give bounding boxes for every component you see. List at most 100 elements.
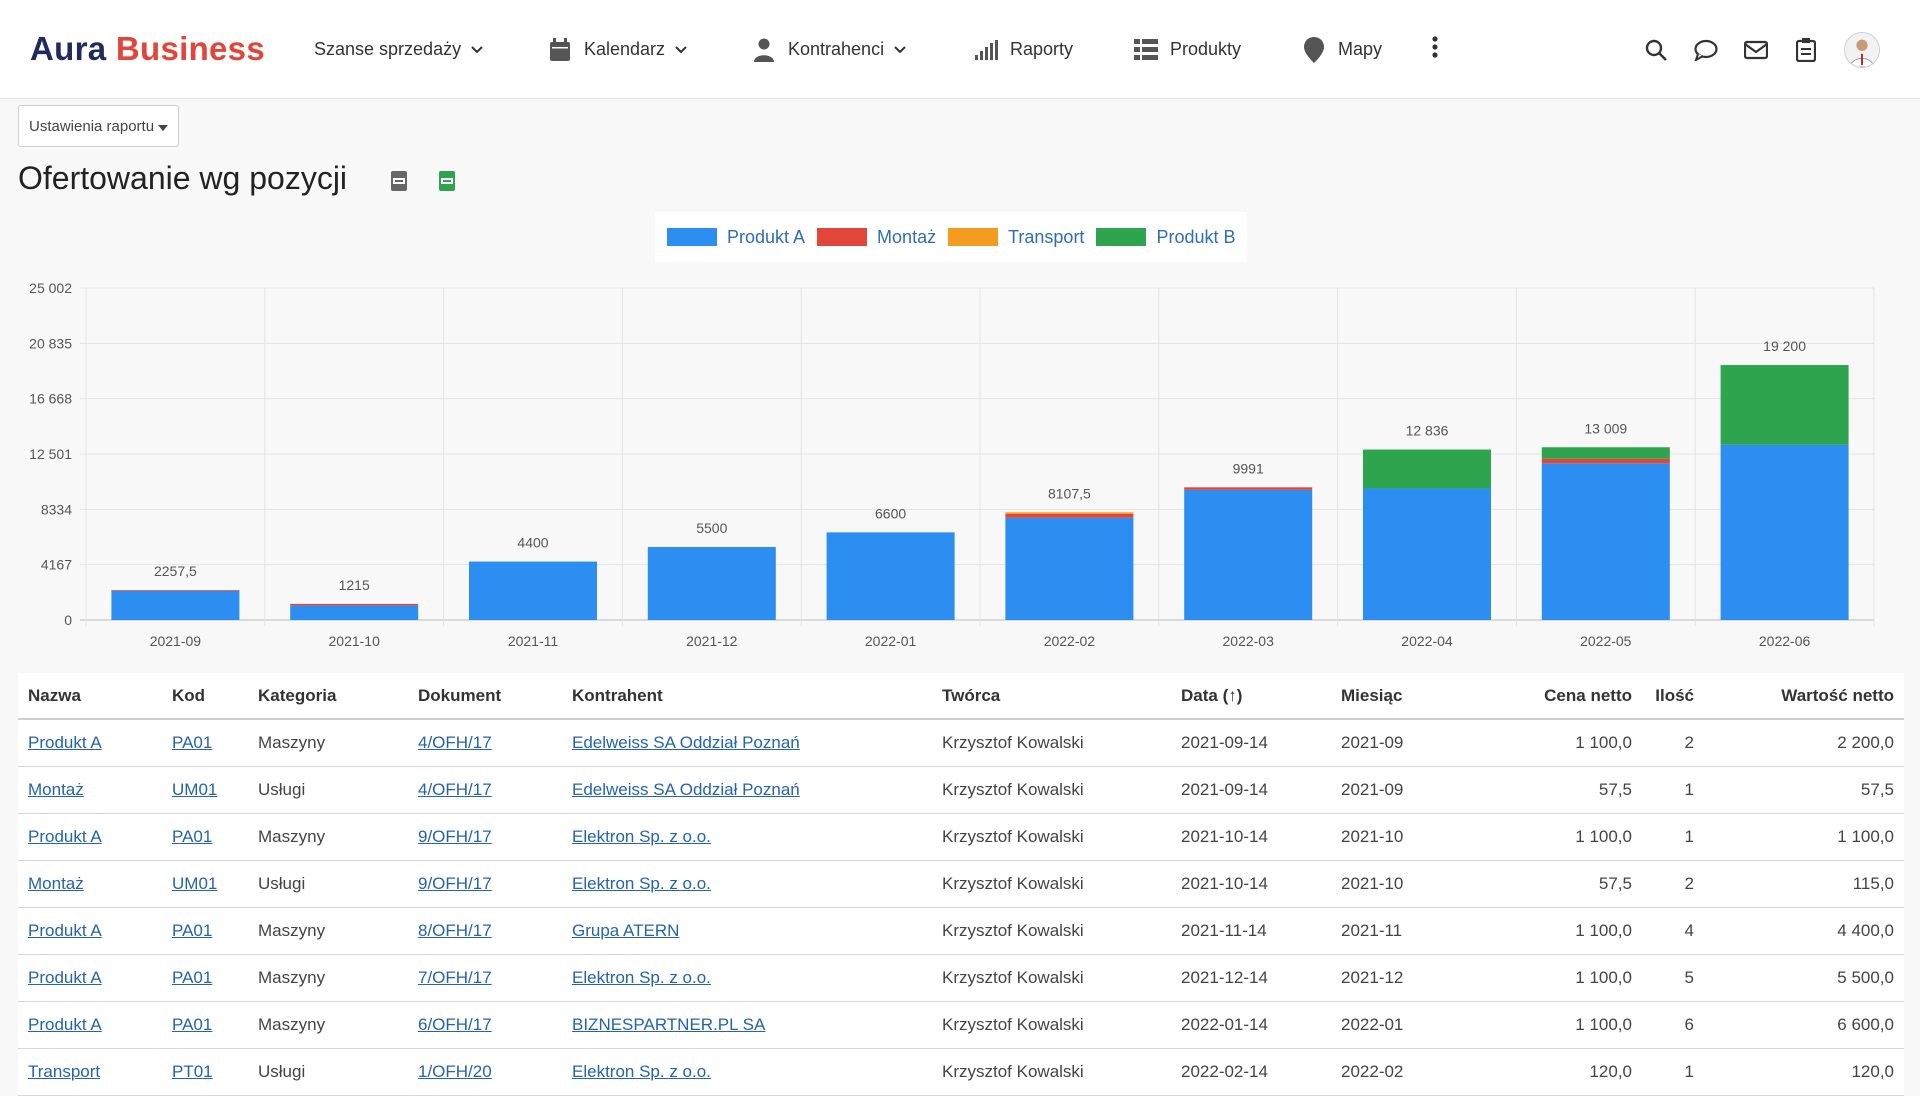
document-link[interactable]: 4/OFH/17 xyxy=(418,733,492,752)
mail-icon[interactable] xyxy=(1744,38,1768,62)
product-name-link[interactable]: Transport xyxy=(28,1062,101,1081)
contractor-link[interactable]: Elektron Sp. z o.o. xyxy=(572,968,711,987)
date-cell: 2021-10-14 xyxy=(1181,874,1268,893)
column-header-kod[interactable]: Kod xyxy=(172,685,206,705)
column-header-tworca[interactable]: Twórca xyxy=(942,685,1001,705)
contractor-link[interactable]: BIZNESPARTNER.PL SA xyxy=(572,1015,766,1034)
net-price-cell: 1 100,0 xyxy=(1575,827,1632,846)
nav-item-raporty[interactable]: Raporty xyxy=(974,0,1073,99)
contractor-link[interactable]: Elektron Sp. z o.o. xyxy=(572,827,711,846)
date-cell: 2022-01-14 xyxy=(1181,1015,1268,1034)
legend-swatch xyxy=(667,228,717,246)
document-link[interactable]: 9/OFH/17 xyxy=(418,874,492,893)
search-icon[interactable] xyxy=(1644,38,1668,62)
nav-item-produkty[interactable]: Produkty xyxy=(1134,0,1241,99)
column-header-miesiac[interactable]: Miesiąc xyxy=(1341,685,1403,705)
quantity-cell: 1 xyxy=(1684,780,1694,799)
net-value-cell: 115,0 xyxy=(1852,874,1894,893)
quantity-cell: 1 xyxy=(1684,827,1694,846)
product-name-link[interactable]: Produkt A xyxy=(28,968,102,987)
product-code-link[interactable]: PA01 xyxy=(172,733,213,752)
category-cell: Usługi xyxy=(258,780,306,799)
product-code-link[interactable]: PA01 xyxy=(172,1015,213,1034)
xls-export-icon[interactable] xyxy=(436,170,458,192)
more-menu-button[interactable] xyxy=(1432,0,1438,99)
table-row: Montaż UM01 Usługi 9/OFH/17 Elektron Sp. z o… xyxy=(18,861,1904,908)
bar-total-label: 13 009 xyxy=(1584,420,1627,436)
bar-segment-produkt-a xyxy=(1720,444,1849,620)
document-link[interactable]: 1/OFH/20 xyxy=(418,1062,492,1081)
document-link[interactable]: 7/OFH/17 xyxy=(418,968,492,987)
csv-export-icon[interactable] xyxy=(388,170,410,192)
caret-down-icon xyxy=(158,118,169,135)
month-cell: 2022-02 xyxy=(1341,1062,1404,1081)
legend-item-montaz[interactable]: Montaż xyxy=(817,227,936,248)
category-cell: Maszyny xyxy=(258,827,326,846)
product-name-link[interactable]: Produkt A xyxy=(28,921,102,940)
column-header-data[interactable]: Data (↑) xyxy=(1181,685,1243,705)
bar-segment-monta- xyxy=(111,590,240,591)
product-code-link[interactable]: UM01 xyxy=(172,780,218,799)
date-cell: 2021-09-14 xyxy=(1181,780,1268,799)
bar-total-label: 5500 xyxy=(696,520,727,536)
product-name-link[interactable]: Produkt A xyxy=(28,1015,102,1034)
document-link[interactable]: 8/OFH/17 xyxy=(418,921,492,940)
bar-signal-icon xyxy=(974,38,998,62)
product-name-link[interactable]: Produkt A xyxy=(28,827,102,846)
column-header-dokument[interactable]: Dokument xyxy=(418,685,502,705)
product-code-link[interactable]: UM01 xyxy=(172,874,218,893)
document-link[interactable]: 4/OFH/17 xyxy=(418,780,492,799)
table-row: Produkt A PA01 Maszyny 7/OFH/17 Elektron Sp.… xyxy=(18,955,1904,1002)
chat-icon[interactable] xyxy=(1694,38,1718,62)
legend-item-produkt-a[interactable]: Produkt A xyxy=(667,227,805,248)
legend-item-produkt-b[interactable]: Produkt B xyxy=(1096,227,1235,248)
bar-segment-produkt-a xyxy=(1184,489,1313,620)
creator-cell: Krzysztof Kowalski xyxy=(942,1062,1084,1081)
column-header-kontrahent[interactable]: Kontrahent xyxy=(572,685,663,705)
product-name-link[interactable]: Montaż xyxy=(28,874,84,893)
legend-label: Produkt A xyxy=(727,226,806,247)
stacked-bar-chart: 0 4167 8334 12 501 16 668 20 835 25 002 2257,5 2… xyxy=(29,280,1875,649)
nav-item-kontrahenci[interactable]: Kontrahenci xyxy=(752,0,906,99)
product-name-link[interactable]: Produkt A xyxy=(28,733,102,752)
net-value-cell: 2 200,0 xyxy=(1837,733,1894,752)
report-settings-dropdown[interactable]: Ustawienia raportu xyxy=(18,105,180,147)
column-header-kategoria[interactable]: Kategoria xyxy=(258,685,337,705)
contractor-link[interactable]: Elektron Sp. z o.o. xyxy=(572,874,711,893)
legend-swatch xyxy=(948,228,999,246)
column-header-cena-netto[interactable]: Cena netto xyxy=(1544,685,1632,705)
creator-cell: Krzysztof Kowalski xyxy=(942,827,1084,846)
document-link[interactable]: 9/OFH/17 xyxy=(418,827,492,846)
nav-item-szanse[interactable]: Szanse sprzedaży xyxy=(314,0,483,99)
legend-item-transport[interactable]: Transport xyxy=(948,227,1084,248)
avatar[interactable] xyxy=(1844,31,1880,68)
contractor-link[interactable]: Elektron Sp. z o.o. xyxy=(572,1062,711,1081)
nav-item-mapy[interactable]: Mapy xyxy=(1302,0,1382,99)
list-icon xyxy=(1134,38,1158,62)
quantity-cell: 2 xyxy=(1684,733,1694,752)
product-code-link[interactable]: PA01 xyxy=(172,968,213,987)
product-code-link[interactable]: PA01 xyxy=(172,921,213,940)
column-header-wartosc-netto[interactable]: Wartość netto xyxy=(1781,685,1894,705)
document-link[interactable]: 6/OFH/17 xyxy=(418,1015,492,1034)
chart-legend: Produkt A Montaż Transport Produkt B xyxy=(655,212,1248,262)
column-header-ilosc[interactable]: Ilość xyxy=(1655,685,1694,705)
product-name-link[interactable]: Montaż xyxy=(28,780,84,799)
contractor-link[interactable]: Edelweiss SA Oddział Poznań xyxy=(572,780,800,799)
date-cell: 2021-10-14 xyxy=(1181,827,1268,846)
contractor-link[interactable]: Edelweiss SA Oddział Poznań xyxy=(572,733,800,752)
bar-segment-monta- xyxy=(290,603,419,606)
clipboard-icon[interactable] xyxy=(1794,37,1818,62)
product-code-link[interactable]: PT01 xyxy=(172,1062,213,1081)
x-tick-label: 2022-03 xyxy=(1223,633,1275,649)
column-header-nazwa[interactable]: Nazwa xyxy=(28,685,81,705)
contractor-link[interactable]: Grupa ATERN xyxy=(572,921,680,940)
nav-item-kalendarz[interactable]: Kalendarz xyxy=(548,0,687,99)
bar-segment-produkt-a xyxy=(469,561,597,620)
product-code-link[interactable]: PA01 xyxy=(172,827,213,846)
bar-segment-produkt-a xyxy=(647,546,776,620)
bar-total-label: 6600 xyxy=(875,505,906,521)
app-logo[interactable]: Aura Business xyxy=(30,30,265,68)
category-cell: Maszyny xyxy=(258,921,326,940)
bar-segment-produkt-a xyxy=(826,532,955,620)
